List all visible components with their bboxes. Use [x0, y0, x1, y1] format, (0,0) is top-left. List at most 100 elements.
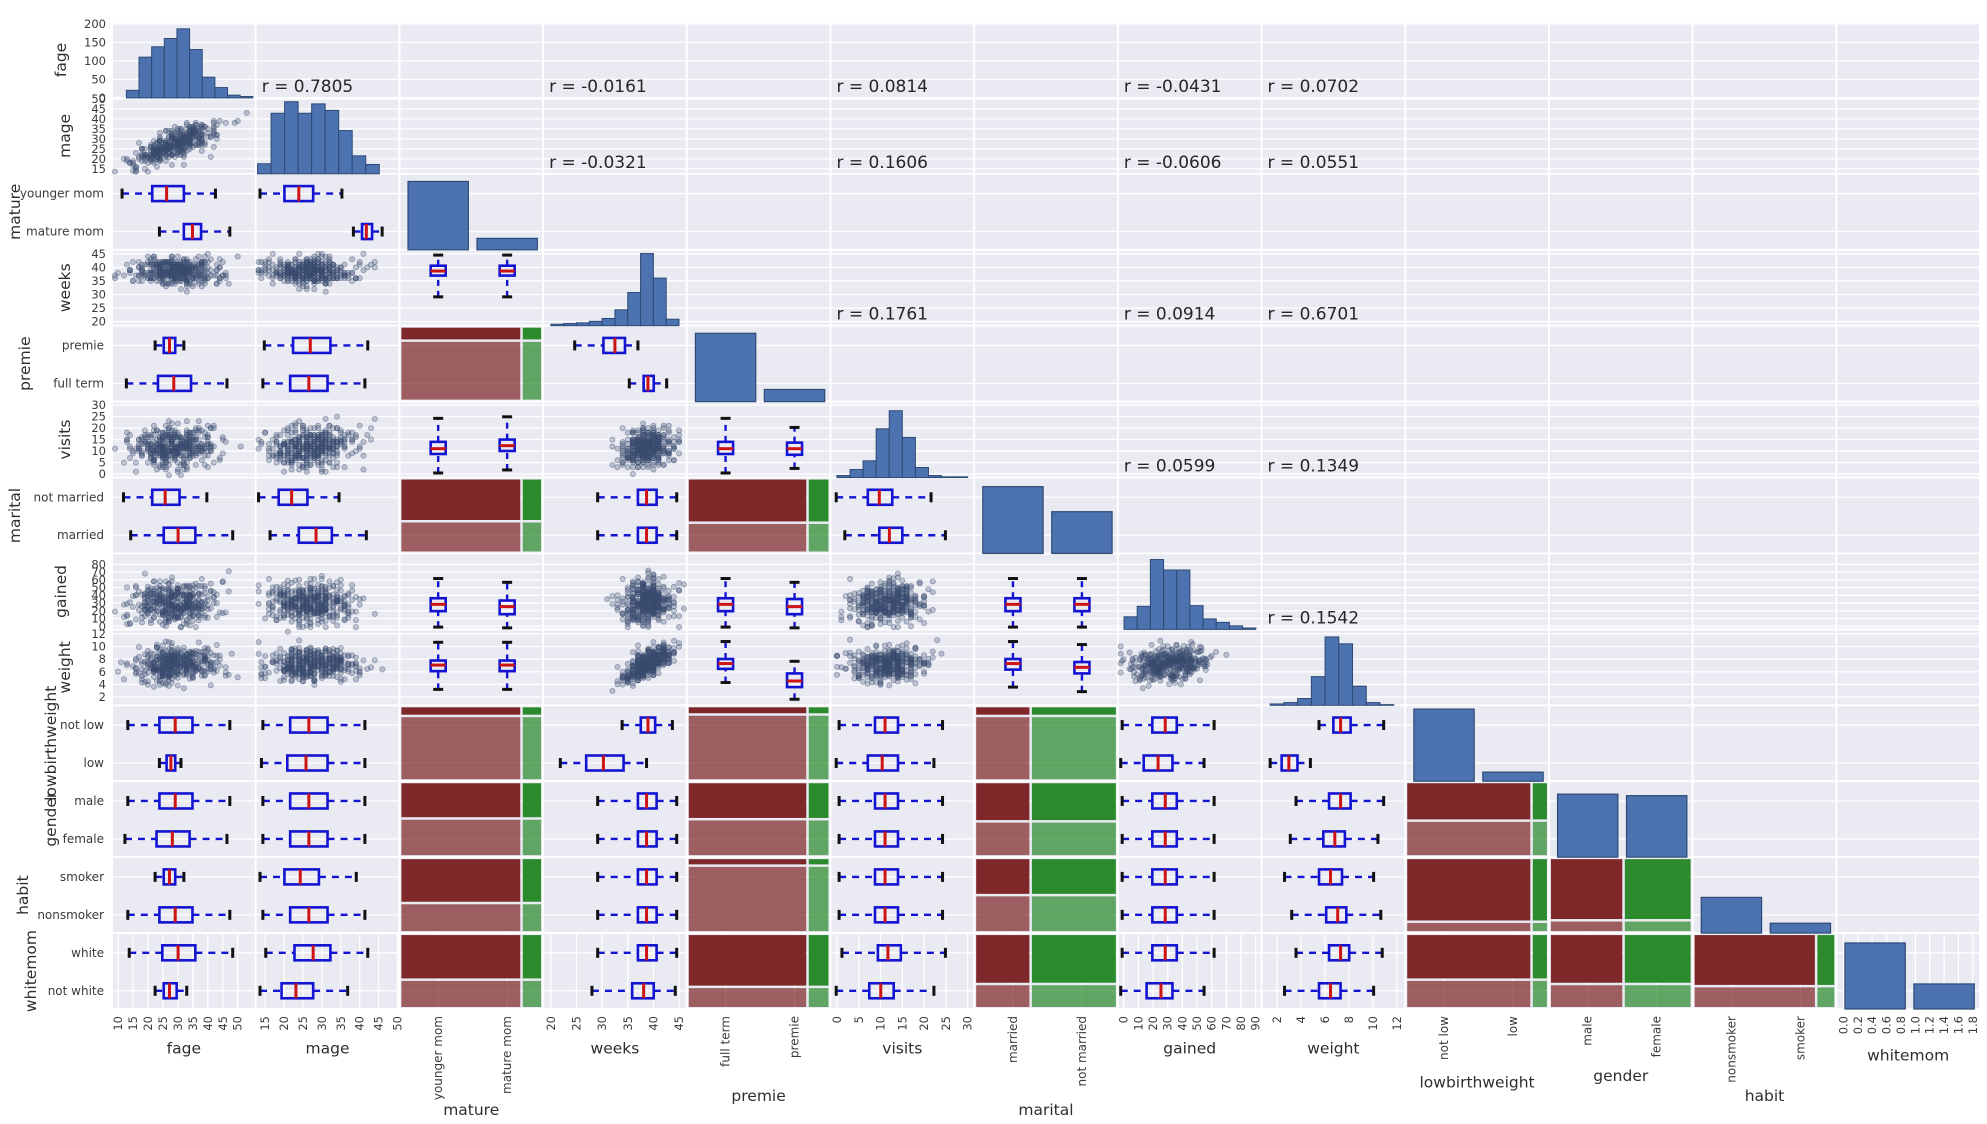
cell-bg-weeks-gender: [1549, 250, 1692, 325]
grid-habit-whitemom: [1837, 876, 1979, 916]
cell-bg-premie-gender: [1549, 326, 1692, 401]
grid-mage-visits: [831, 98, 974, 170]
grid-weight-lowbirthweight: [1406, 633, 1548, 698]
grid-mature-premie: [687, 192, 830, 233]
cell-bg-weight-fage: [113, 630, 255, 705]
cell-bg-mage-visits: [831, 98, 974, 173]
svg-text:r = -0.0606: r = -0.0606: [1124, 153, 1222, 173]
grid-gained-gender: [1549, 563, 1692, 627]
cell-bg-habit-fage: [113, 858, 255, 933]
scatter-weeks-vs-fage: [111, 250, 241, 295]
cell-bg-weight-premie: [687, 630, 830, 705]
cell-bg-weight-habit: [1693, 630, 1836, 705]
cell-bg-fage-gender: [1549, 23, 1692, 97]
grid-weeks-premie: [687, 253, 830, 323]
grid-visits-whitemom: [1837, 404, 1979, 475]
grid-visits-gender: [1549, 404, 1692, 475]
cell-bg-weeks-visits: [831, 250, 974, 325]
hist-mage: [257, 101, 380, 175]
cell-bg-gained-premie: [687, 554, 830, 629]
grid-mage-whitemom: [1837, 98, 1979, 170]
cell-bg-mature-marital: [975, 174, 1117, 249]
corr-weeks|visits: r = 0.1761: [836, 305, 928, 325]
grid-mature-gender: [1549, 192, 1692, 233]
mosaic-habit-by-mature: [401, 859, 542, 932]
bars-habit: [1700, 896, 1832, 934]
boxplots-premie-by-mage: [261, 336, 370, 393]
grid-marital-gained: [1118, 496, 1261, 536]
grid-premie-whitemom: [1837, 344, 1979, 385]
svg-text:r = 0.1349: r = 0.1349: [1268, 457, 1360, 477]
grid-marital-habit: [1693, 496, 1836, 536]
mosaic-gender-by-premie: [688, 783, 829, 856]
cell-bg-gained-habit: [1693, 554, 1836, 629]
grid-visits-marital: [975, 404, 1117, 475]
cell-bg-habit-whitemom: [1837, 858, 1979, 933]
grid-fage-mage: [256, 23, 399, 99]
grid-weight-fage: [113, 633, 255, 698]
cell-bg-mage-habit: [1693, 98, 1836, 173]
grid-weight-mage: [256, 633, 399, 698]
mosaic-whitemom-by-habit: [1694, 935, 1835, 1007]
hist-visits: [836, 410, 969, 479]
grid-premie-habit: [1693, 344, 1836, 385]
boxplots-visits-by-premie: [716, 416, 804, 475]
bars-gender: [1556, 793, 1688, 858]
grid-gender-whitemom: [1837, 800, 1979, 840]
svg-text:r = 0.0814: r = 0.0814: [836, 77, 928, 97]
svg-text:r = -0.0321: r = -0.0321: [549, 153, 647, 173]
boxplots-gained-by-premie: [716, 577, 804, 630]
grid-gained-whitemom: [1837, 563, 1979, 627]
cell-bg-premie-weight: [1262, 326, 1405, 401]
grid-mage-fage: [113, 98, 255, 170]
cell-bg-mature-visits: [831, 174, 974, 249]
grid-lowbirthweight-whitemom: [1837, 724, 1979, 764]
cell-bg-premie-habit: [1693, 326, 1836, 401]
grid-weeks-weight: [1262, 253, 1405, 323]
cell-bg-mature-lowbirthweight: [1406, 174, 1548, 249]
cell-bg-lowbirthweight-whitemom: [1837, 706, 1979, 781]
boxplots-gender-by-weeks: [596, 792, 679, 848]
grid-fage-weeks: [544, 23, 686, 99]
hist-weeks: [550, 253, 680, 327]
grid-premie-marital: [975, 344, 1117, 385]
cell-bg-lowbirthweight-weeks: [544, 706, 686, 781]
grid-marital-gender: [1549, 496, 1692, 536]
grid-fage-premie: [687, 23, 830, 99]
grid-gained-mage: [256, 563, 399, 627]
cell-bg-fage-visits: [831, 23, 974, 97]
cell-bg-weeks-mage: [256, 250, 399, 325]
cell-bg-premie-marital: [975, 326, 1117, 401]
cell-bg-weeks-premie: [687, 250, 830, 325]
mosaic-gender-by-mature: [401, 783, 542, 856]
boxplots-whitemom-by-weight: [1283, 944, 1384, 1000]
cell-bg-weight-visits: [831, 630, 974, 705]
cell-bg-premie-whitemom: [1837, 326, 1979, 401]
corr-mage|gained: r = -0.0606: [1124, 153, 1222, 173]
cell-bg-fage-habit: [1693, 23, 1836, 97]
grid-mage-habit: [1693, 98, 1836, 170]
grid-fage-gained: [1118, 23, 1261, 99]
cell-bg-gender-weeks: [544, 782, 686, 857]
boxplots-habit-by-mage: [258, 868, 367, 924]
cell-bg-weight-gender: [1549, 630, 1692, 705]
hist-weight: [1269, 636, 1395, 706]
mosaic-habit-by-lowbirthweight: [1407, 859, 1547, 932]
cell-bg-gained-weight: [1262, 554, 1405, 629]
boxplots-gender-by-weight: [1288, 792, 1386, 848]
grid-marital-mage: [256, 496, 399, 536]
cell-bg-mage-premie: [687, 98, 830, 173]
boxplots-lowbirthweight-by-mage: [259, 716, 367, 772]
bars-lowbirthweight: [1413, 708, 1544, 782]
corr-visits|gained: r = 0.0599: [1124, 457, 1216, 477]
grid-gender-gained: [1118, 800, 1261, 840]
grid-weight-gender: [1549, 633, 1692, 698]
boxplots-weight-by-marital: [1004, 640, 1091, 694]
boxplots-whitemom-by-weeks: [590, 944, 679, 1000]
hist-gained: [1123, 559, 1257, 630]
grid-visits-lowbirthweight: [1406, 404, 1548, 475]
mosaic-lowbirthweight-by-marital: [976, 707, 1116, 780]
cell-bg-mature-whitemom: [1837, 174, 1979, 249]
